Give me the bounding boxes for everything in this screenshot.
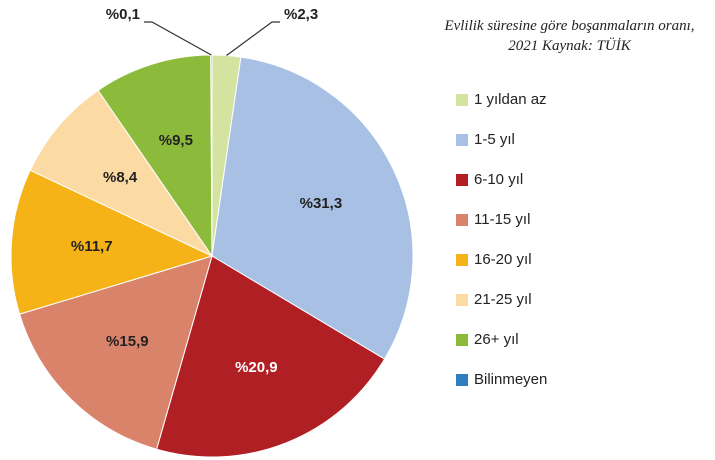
data-label: %11,7 <box>71 238 113 255</box>
data-label: %31,3 <box>300 195 343 212</box>
legend-swatch <box>456 174 468 186</box>
legend-label: 26+ yıl <box>474 331 519 348</box>
legend-label: 1-5 yıl <box>474 131 515 148</box>
pie-slice <box>29 89 214 258</box>
pie-slice <box>97 54 213 258</box>
legend-label: 11-15 yıl <box>474 211 530 228</box>
legend-swatch <box>456 334 468 346</box>
pie-slice <box>155 255 386 458</box>
legend-label: 16-20 yıl <box>474 251 532 268</box>
legend-swatch <box>456 294 468 306</box>
legend-swatch <box>456 254 468 266</box>
pie-slice <box>10 169 214 315</box>
legend-swatch <box>456 134 468 146</box>
legend-swatch <box>456 214 468 226</box>
data-label: %15,9 <box>106 333 149 350</box>
legend-swatch <box>456 94 468 106</box>
legend-label: Bilinmeyen <box>474 371 547 388</box>
data-label: %8,4 <box>103 169 138 186</box>
legend-label: 6-10 yıl <box>474 171 523 188</box>
chart-title: Evlilik süresine göre boşanmaların oranı… <box>444 18 695 54</box>
data-label: %20,9 <box>235 359 278 376</box>
legend-label: 21-25 yıl <box>474 291 532 308</box>
data-label: %0,1 <box>106 6 140 23</box>
legend-label: 1 yıldan az <box>474 91 547 108</box>
pie-slice <box>211 56 414 360</box>
pie-slice <box>18 255 213 450</box>
data-label: %2,3 <box>284 6 318 23</box>
legend-swatch <box>456 374 468 386</box>
data-label: %9,5 <box>159 132 193 149</box>
leader-line <box>144 21 212 56</box>
leader-line <box>226 21 280 57</box>
